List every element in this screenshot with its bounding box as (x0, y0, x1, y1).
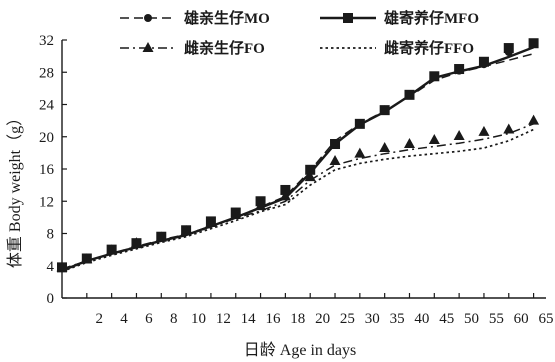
data-point-triangle (130, 237, 142, 248)
series-layer (56, 38, 540, 273)
data-point-square (354, 118, 365, 129)
data-point-triangle (329, 154, 341, 165)
series-line (61, 128, 534, 273)
data-point-square (280, 184, 291, 195)
legend: 雄亲生仔MO 雄寄养仔MFO 雌亲生仔FO 雌寄养仔FFO (120, 9, 479, 57)
data-point-triangle (403, 138, 415, 149)
x-tick-label: 25 (340, 311, 355, 327)
data-point-square (404, 89, 415, 100)
x-tick-label: 35 (390, 311, 405, 327)
y-axis-title: 体重 Body weight（g） (6, 110, 24, 268)
y-tick-label: 20 (39, 130, 54, 146)
data-point-triangle (428, 133, 440, 144)
data-point-square (478, 56, 489, 67)
x-tick-label: 10 (191, 311, 206, 327)
legend-item: 雌寄养仔FFO (320, 39, 474, 57)
y-tick-label: 32 (39, 33, 54, 49)
x-tick-label: 55 (489, 311, 504, 327)
data-point-triangle (81, 253, 93, 264)
legend-marker-square (343, 13, 353, 23)
data-point-triangle (503, 123, 515, 134)
data-point-square (429, 71, 440, 82)
x-axis-ticks: 2 4 6 8 10 12 14 16 18 20 25 30 35 40 45 50 55 60 65 (86, 293, 554, 327)
x-tick-label: 18 (290, 311, 305, 327)
x-tick-label: 45 (439, 311, 454, 327)
legend-label: 雄寄养仔MFO (383, 9, 479, 27)
x-tick-label: 2 (95, 311, 103, 327)
data-point-square (305, 164, 316, 175)
legend-label: 雄亲生仔MO (183, 9, 270, 27)
y-axis-ticks: 0 4 8 12 16 20 24 28 32 (39, 33, 67, 307)
data-point-triangle (106, 244, 118, 255)
x-tick-label: 65 (539, 311, 554, 327)
x-tick-label: 14 (241, 311, 257, 327)
y-tick-label: 12 (39, 194, 54, 210)
x-tick-label: 30 (365, 311, 380, 327)
y-tick-label: 24 (39, 98, 55, 114)
data-point-triangle (354, 147, 366, 158)
data-point-triangle (180, 225, 192, 236)
data-point-square (503, 43, 514, 54)
x-tick-label: 50 (464, 311, 479, 327)
data-point-triangle (56, 261, 68, 272)
series-2 (57, 38, 539, 273)
legend-label: 雌亲生仔FO (184, 39, 265, 57)
data-point-square (528, 38, 539, 49)
legend-marker-circle (144, 14, 152, 22)
x-tick-label: 12 (216, 311, 231, 327)
data-point-triangle (478, 125, 490, 136)
legend-item: 雌亲生仔FO (120, 39, 265, 57)
legend-marker-triangle (142, 42, 154, 52)
y-tick-label: 4 (47, 259, 55, 275)
data-point-square (330, 139, 341, 150)
y-tick-label: 0 (47, 291, 55, 307)
data-point-square (379, 105, 390, 116)
x-tick-label: 8 (170, 311, 178, 327)
x-tick-label: 20 (315, 311, 330, 327)
series-line (61, 52, 534, 270)
data-point-square (454, 64, 465, 75)
series-3 (56, 114, 540, 272)
legend-item: 雄寄养仔MFO (320, 9, 479, 27)
x-tick-label: 16 (265, 311, 281, 327)
data-point-triangle (304, 171, 316, 182)
x-tick-label: 60 (514, 311, 529, 327)
legend-label: 雌寄养仔FFO (384, 39, 474, 57)
series-1 (58, 40, 538, 271)
data-point-triangle (453, 129, 465, 140)
data-point-triangle (379, 142, 391, 153)
y-tick-label: 8 (47, 227, 55, 243)
series-line (61, 46, 535, 272)
x-tick-label: 4 (120, 311, 128, 327)
y-tick-label: 16 (39, 162, 55, 178)
x-tick-label: 40 (414, 311, 429, 327)
data-point-triangle (279, 190, 291, 201)
series-4 (61, 128, 534, 273)
data-point-triangle (205, 217, 217, 228)
data-point-triangle (155, 231, 167, 242)
x-tick-label: 6 (145, 311, 153, 327)
legend-item: 雄亲生仔MO (120, 9, 270, 27)
x-axis-title: 日龄 Age in days (244, 341, 356, 359)
data-point-triangle (528, 114, 540, 125)
data-point-triangle (255, 200, 267, 211)
y-tick-label: 28 (39, 65, 54, 81)
data-point-triangle (230, 208, 242, 219)
